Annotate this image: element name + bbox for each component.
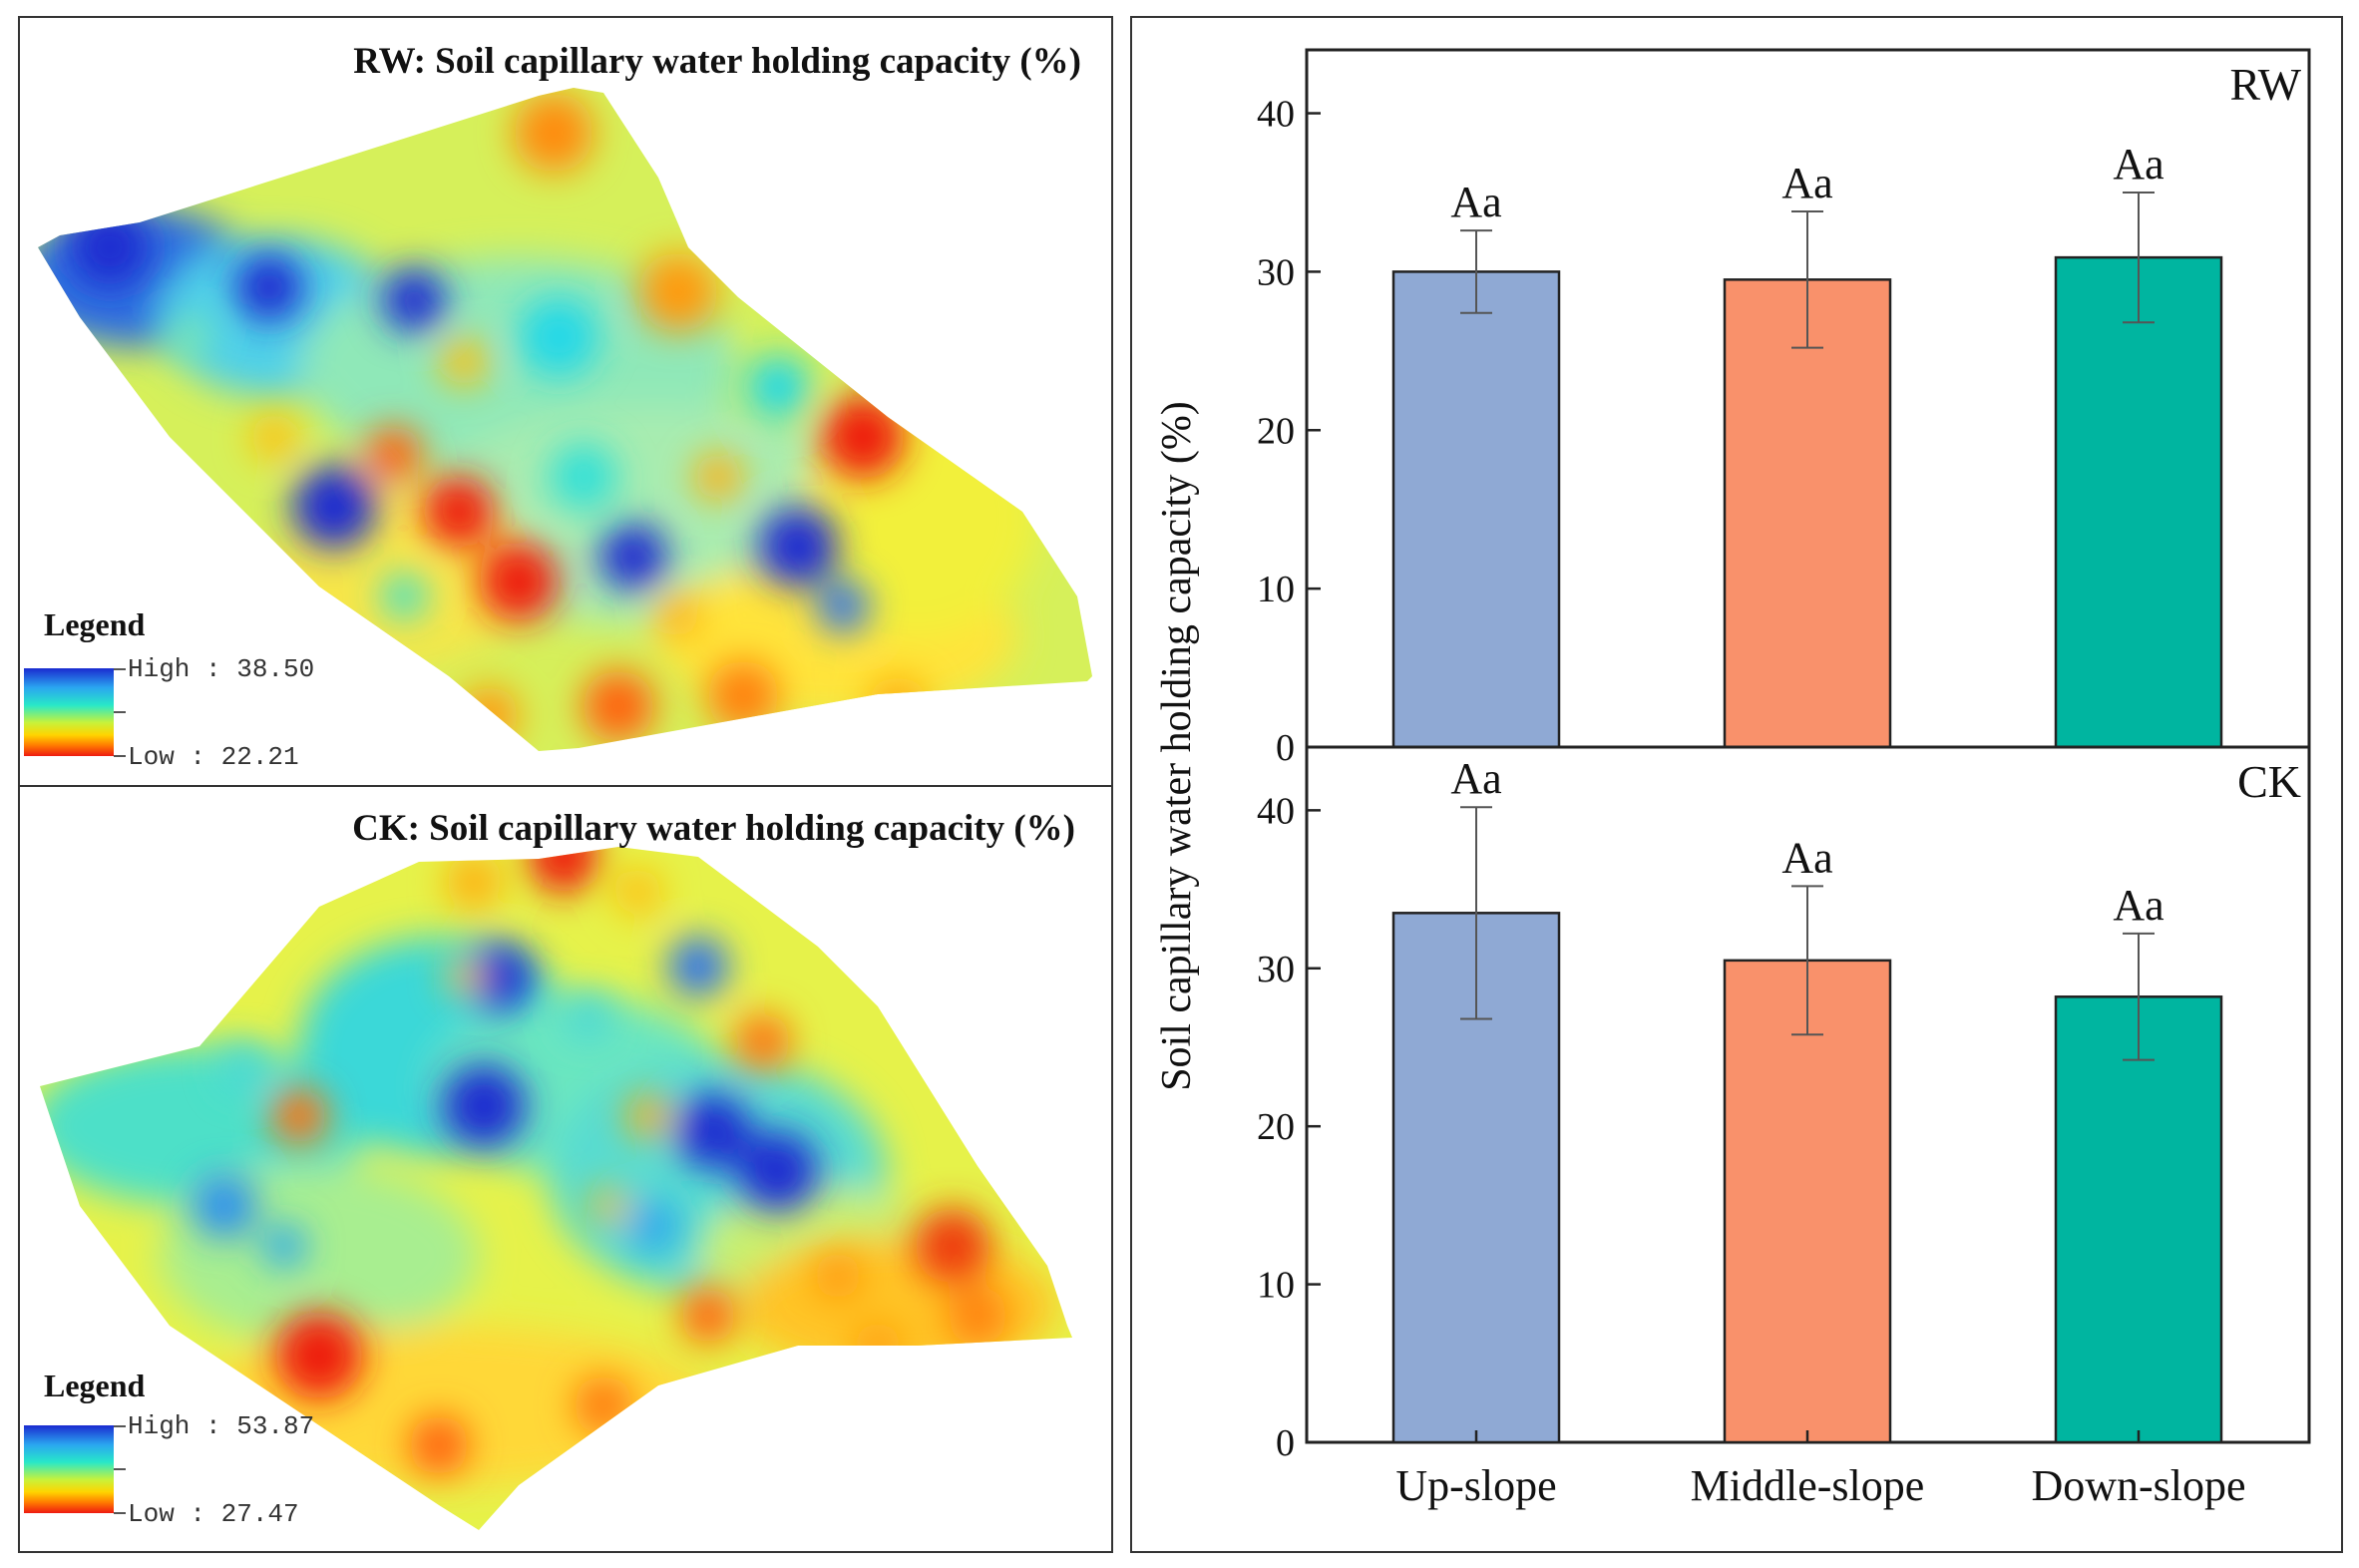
ck-legend-low-tick: [114, 1512, 126, 1514]
y-tick-label: 10: [1257, 569, 1295, 610]
ck-legend-high-label: High : 53.87: [128, 1411, 315, 1441]
ck-interpolation-map: [40, 847, 1072, 1530]
y-tick-label: 20: [1257, 1106, 1295, 1148]
panel-label-rw: RW: [2229, 59, 2301, 110]
significance-label: Aa: [1450, 178, 1501, 226]
rw-legend-title: Legend: [44, 606, 146, 642]
y-axis-label: Soil capillary water holding capacity (%…: [1154, 401, 1200, 1091]
ck-map-title: CK: Soil capillary water holding capacit…: [352, 808, 1075, 849]
rw-interpolation-map: [38, 88, 1092, 751]
y-tick-label: 40: [1257, 790, 1295, 832]
ck-map-panel: CK: Soil capillary water holding capacit…: [18, 785, 1113, 1553]
rw-map-title: RW: Soil capillary water holding capacit…: [353, 41, 1081, 82]
bar-down-slope: [2054, 995, 2223, 1444]
ck-legend-low-label: Low : 27.47: [128, 1499, 299, 1529]
significance-label: Aa: [2113, 140, 2163, 189]
y-tick-label: 0: [1276, 727, 1295, 769]
rw-legend-low-label: Low : 22.21: [128, 742, 299, 772]
significance-label: Aa: [1781, 159, 1832, 207]
bar-up-slope: [1391, 270, 1561, 749]
y-tick-label: 30: [1257, 949, 1295, 990]
x-tick-label: Down-slope: [2031, 1461, 2245, 1510]
rw-map-panel: RW: Soil capillary water holding capacit…: [18, 16, 1113, 787]
y-tick-label: 0: [1276, 1422, 1295, 1464]
y-tick-label: 10: [1257, 1265, 1295, 1307]
ck-legend-mid-tick: [114, 1468, 126, 1470]
y-tick-label: 20: [1257, 410, 1295, 452]
ck-legend-title: Legend: [44, 1368, 146, 1403]
bar-chart-panel: 0 10 20 30 40 RW Aa Aa Aa 0 10 20 30 40 CK Aa Up-slope Aa…: [1130, 16, 2343, 1553]
significance-label: Aa: [1781, 833, 1832, 882]
ck-legend-colorbar: [24, 1425, 114, 1513]
rw-legend-high-tick: [114, 668, 126, 670]
ck-legend-high-tick: [114, 1425, 126, 1427]
rw-legend-high-label: High : 38.50: [128, 654, 315, 684]
significance-label: Aa: [2113, 881, 2163, 930]
bar-chart-svg: 0 10 20 30 40 RW Aa Aa Aa 0 10 20 30 40 CK Aa Up-slope Aa…: [1154, 48, 2311, 1510]
panel-label-ck: CK: [2237, 756, 2301, 807]
x-tick-label: Middle-slope: [1691, 1461, 1925, 1510]
bar-middle-slope: [1723, 278, 1892, 749]
x-tick-label: Up-slope: [1395, 1461, 1556, 1510]
bar-middle-slope: [1723, 959, 1892, 1444]
rw-legend-colorbar: [24, 668, 114, 756]
y-tick-label: 40: [1257, 94, 1295, 136]
bar-down-slope: [2054, 255, 2223, 749]
rw-legend-mid-tick: [114, 711, 126, 713]
significance-label: Aa: [1450, 754, 1501, 803]
y-tick-label: 30: [1257, 251, 1295, 293]
rw-legend-low-tick: [114, 755, 126, 757]
